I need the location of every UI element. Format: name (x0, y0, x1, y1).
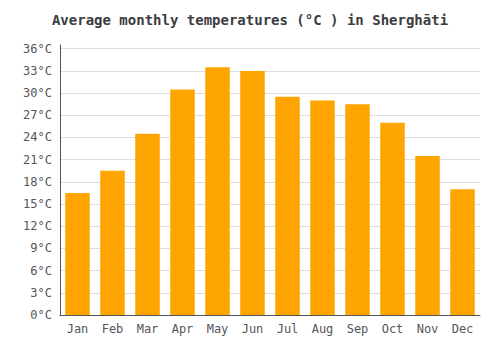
svg-text:0°C: 0°C (30, 308, 52, 322)
svg-text:Dec: Dec (452, 322, 474, 336)
svg-text:Average monthly temperatures (: Average monthly temperatures (°C ) in Sh… (52, 12, 448, 28)
svg-text:18°C: 18°C (23, 175, 52, 189)
svg-text:Jan: Jan (67, 322, 89, 336)
svg-text:15°C: 15°C (23, 197, 52, 211)
svg-text:24°C: 24°C (23, 130, 52, 144)
svg-text:27°C: 27°C (23, 108, 52, 122)
svg-text:6°C: 6°C (30, 264, 52, 278)
svg-text:May: May (207, 322, 229, 336)
svg-text:21°C: 21°C (23, 153, 52, 167)
svg-text:9°C: 9°C (30, 241, 52, 255)
svg-text:Aug: Aug (312, 322, 334, 336)
svg-text:Jul: Jul (277, 322, 299, 336)
svg-text:Nov: Nov (417, 322, 439, 336)
svg-text:36°C: 36°C (23, 42, 52, 56)
svg-text:30°C: 30°C (23, 86, 52, 100)
svg-text:3°C: 3°C (30, 286, 52, 300)
svg-text:Sep: Sep (347, 322, 369, 336)
svg-text:Mar: Mar (137, 322, 159, 336)
svg-text:Jun: Jun (242, 322, 264, 336)
svg-text:Oct: Oct (382, 322, 404, 336)
svg-text:12°C: 12°C (23, 219, 52, 233)
svg-text:33°C: 33°C (23, 64, 52, 78)
svg-text:Apr: Apr (172, 322, 194, 336)
svg-text:Feb: Feb (102, 322, 124, 336)
